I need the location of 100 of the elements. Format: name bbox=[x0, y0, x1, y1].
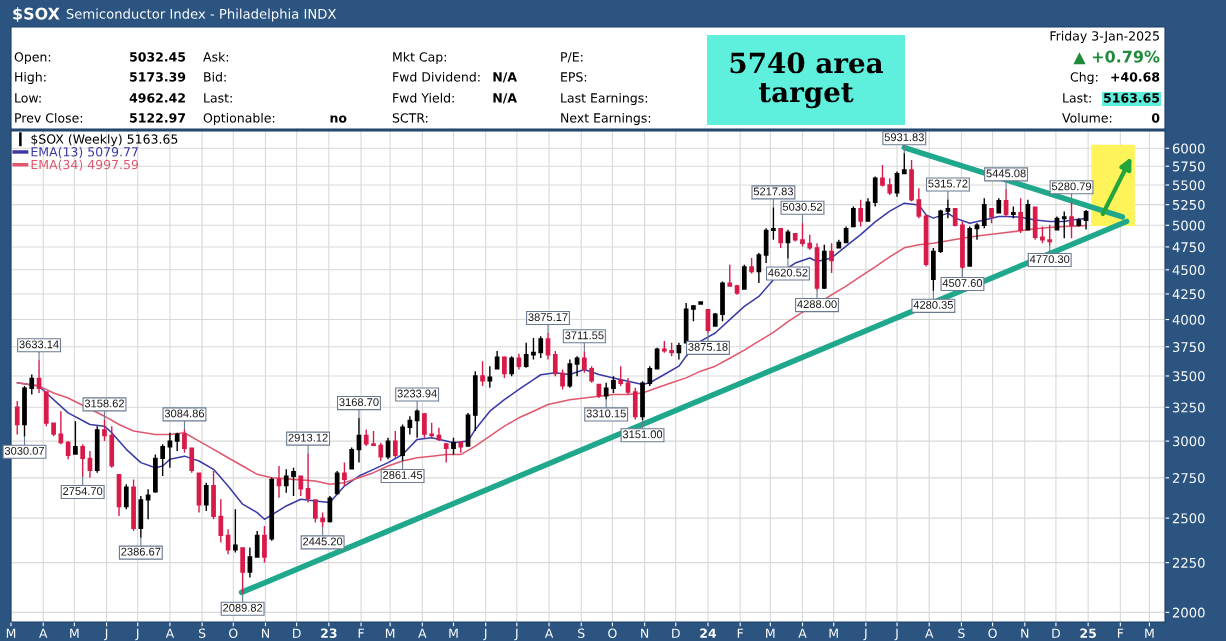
x-tick-label: D bbox=[293, 628, 301, 638]
text: High: bbox=[15, 71, 46, 85]
candlestick bbox=[938, 209, 943, 254]
annotation: 5030.52 bbox=[782, 202, 823, 211]
y-tick-label: 3500 bbox=[1172, 371, 1205, 382]
candlestick bbox=[276, 465, 282, 499]
candlestick bbox=[378, 441, 384, 462]
candlestick bbox=[443, 441, 449, 464]
y-tick-label: 6000 bbox=[1172, 143, 1205, 154]
candlestick bbox=[73, 420, 78, 456]
candlestick bbox=[574, 355, 580, 377]
candlestick bbox=[262, 525, 267, 564]
x-tick-label: O bbox=[608, 628, 617, 638]
candlestick bbox=[552, 350, 558, 377]
x-tick-label: J bbox=[863, 628, 867, 641]
x-tick-label: F bbox=[358, 628, 364, 638]
candlestick bbox=[283, 468, 289, 494]
candlestick bbox=[792, 232, 798, 243]
candlestick bbox=[1040, 225, 1045, 244]
x-tick-label: J bbox=[894, 628, 898, 641]
text: Optionable: bbox=[203, 112, 275, 126]
text: N/A bbox=[493, 93, 517, 104]
candlestick bbox=[727, 264, 733, 288]
candlestick bbox=[756, 252, 762, 284]
y-tick-label: 2750 bbox=[1172, 473, 1205, 484]
annotation: 4280.35 bbox=[913, 300, 953, 309]
candlestick bbox=[189, 446, 195, 474]
candlestick bbox=[531, 337, 536, 361]
x-tick-label: A bbox=[39, 628, 48, 638]
candlestick bbox=[720, 280, 725, 323]
x-tick-label: S bbox=[578, 628, 585, 638]
chart-subtitle: Semiconductor Index - Philadelphia INDX bbox=[66, 8, 337, 22]
y-tick-label: 4250 bbox=[1172, 289, 1205, 300]
candlestick bbox=[647, 365, 653, 387]
candlestick bbox=[807, 234, 813, 251]
x-tick-label: J bbox=[135, 628, 139, 641]
candlestick bbox=[291, 466, 296, 497]
x-tick-label: O bbox=[988, 628, 997, 638]
x-tick-label: J bbox=[104, 628, 108, 641]
candlestick bbox=[451, 437, 456, 456]
text: Next Earnings: bbox=[561, 112, 651, 126]
x-tick-label: F bbox=[1117, 628, 1124, 638]
annotation: 3084.86 bbox=[164, 409, 205, 418]
candlestick bbox=[676, 342, 682, 361]
candlestick bbox=[94, 425, 100, 474]
text: Prev Close: bbox=[15, 112, 83, 123]
y-tick-label: 5250 bbox=[1172, 199, 1205, 210]
annotation: 3168.70 bbox=[339, 398, 379, 407]
annotation: 5217.83 bbox=[753, 187, 793, 196]
candlestick bbox=[989, 207, 994, 224]
candlestick bbox=[1010, 205, 1016, 219]
candlestick bbox=[560, 368, 565, 391]
candlestick bbox=[298, 475, 304, 497]
x-tick-label: M bbox=[385, 628, 395, 638]
x-tick-label: M bbox=[766, 628, 775, 638]
candlestick bbox=[851, 205, 856, 228]
candlestick bbox=[967, 225, 973, 268]
x-tick-label: N bbox=[262, 628, 269, 638]
x-tick-label: J bbox=[483, 628, 487, 641]
y-tick-label: 5500 bbox=[1172, 180, 1205, 191]
x-tick-label: O bbox=[229, 628, 238, 638]
x-tick-label: F bbox=[737, 628, 744, 638]
y-tick-label: 2000 bbox=[1172, 607, 1205, 618]
x-tick-label: 25 bbox=[1080, 628, 1096, 638]
annotation: 5315.72 bbox=[928, 179, 968, 188]
candlestick bbox=[487, 365, 493, 389]
candlestick bbox=[1018, 197, 1023, 234]
y-tick-label: 4000 bbox=[1172, 314, 1205, 325]
candlestick bbox=[872, 175, 878, 208]
candlestick bbox=[392, 430, 398, 459]
candlestick bbox=[880, 164, 885, 188]
text: 5163.65 bbox=[1104, 93, 1160, 103]
candlestick bbox=[669, 342, 674, 357]
y-tick-label: 2250 bbox=[1172, 557, 1205, 568]
y-tick-label: 5000 bbox=[1172, 220, 1205, 231]
candlestick bbox=[225, 528, 231, 555]
x-tick-label: A bbox=[418, 628, 427, 638]
candlestick bbox=[203, 481, 209, 512]
annotation: 5931.83 bbox=[884, 133, 924, 142]
candlestick bbox=[523, 342, 529, 369]
y-tick-label: 4750 bbox=[1172, 242, 1205, 253]
legend-label: EMA(34) 4997.59 bbox=[31, 159, 139, 171]
candlestick bbox=[51, 422, 56, 437]
candlestick bbox=[254, 530, 260, 559]
candlestick bbox=[625, 377, 631, 396]
candlestick bbox=[87, 450, 93, 479]
x-tick-label: D bbox=[672, 628, 680, 638]
y-tick-label: 3000 bbox=[1172, 436, 1205, 447]
y-tick-label: 4500 bbox=[1172, 265, 1205, 275]
candlestick bbox=[1032, 205, 1038, 241]
annotation: 4770.30 bbox=[1029, 255, 1070, 264]
candlestick bbox=[58, 410, 64, 446]
text: 5122.97 bbox=[130, 113, 186, 123]
x-tick-label: D bbox=[1052, 628, 1061, 638]
candlestick bbox=[43, 390, 49, 427]
candlestick bbox=[683, 302, 689, 344]
candlestick bbox=[407, 415, 413, 436]
text: Ask: bbox=[203, 51, 229, 62]
annotation: 3633.14 bbox=[19, 340, 59, 349]
candlestick bbox=[422, 412, 427, 439]
